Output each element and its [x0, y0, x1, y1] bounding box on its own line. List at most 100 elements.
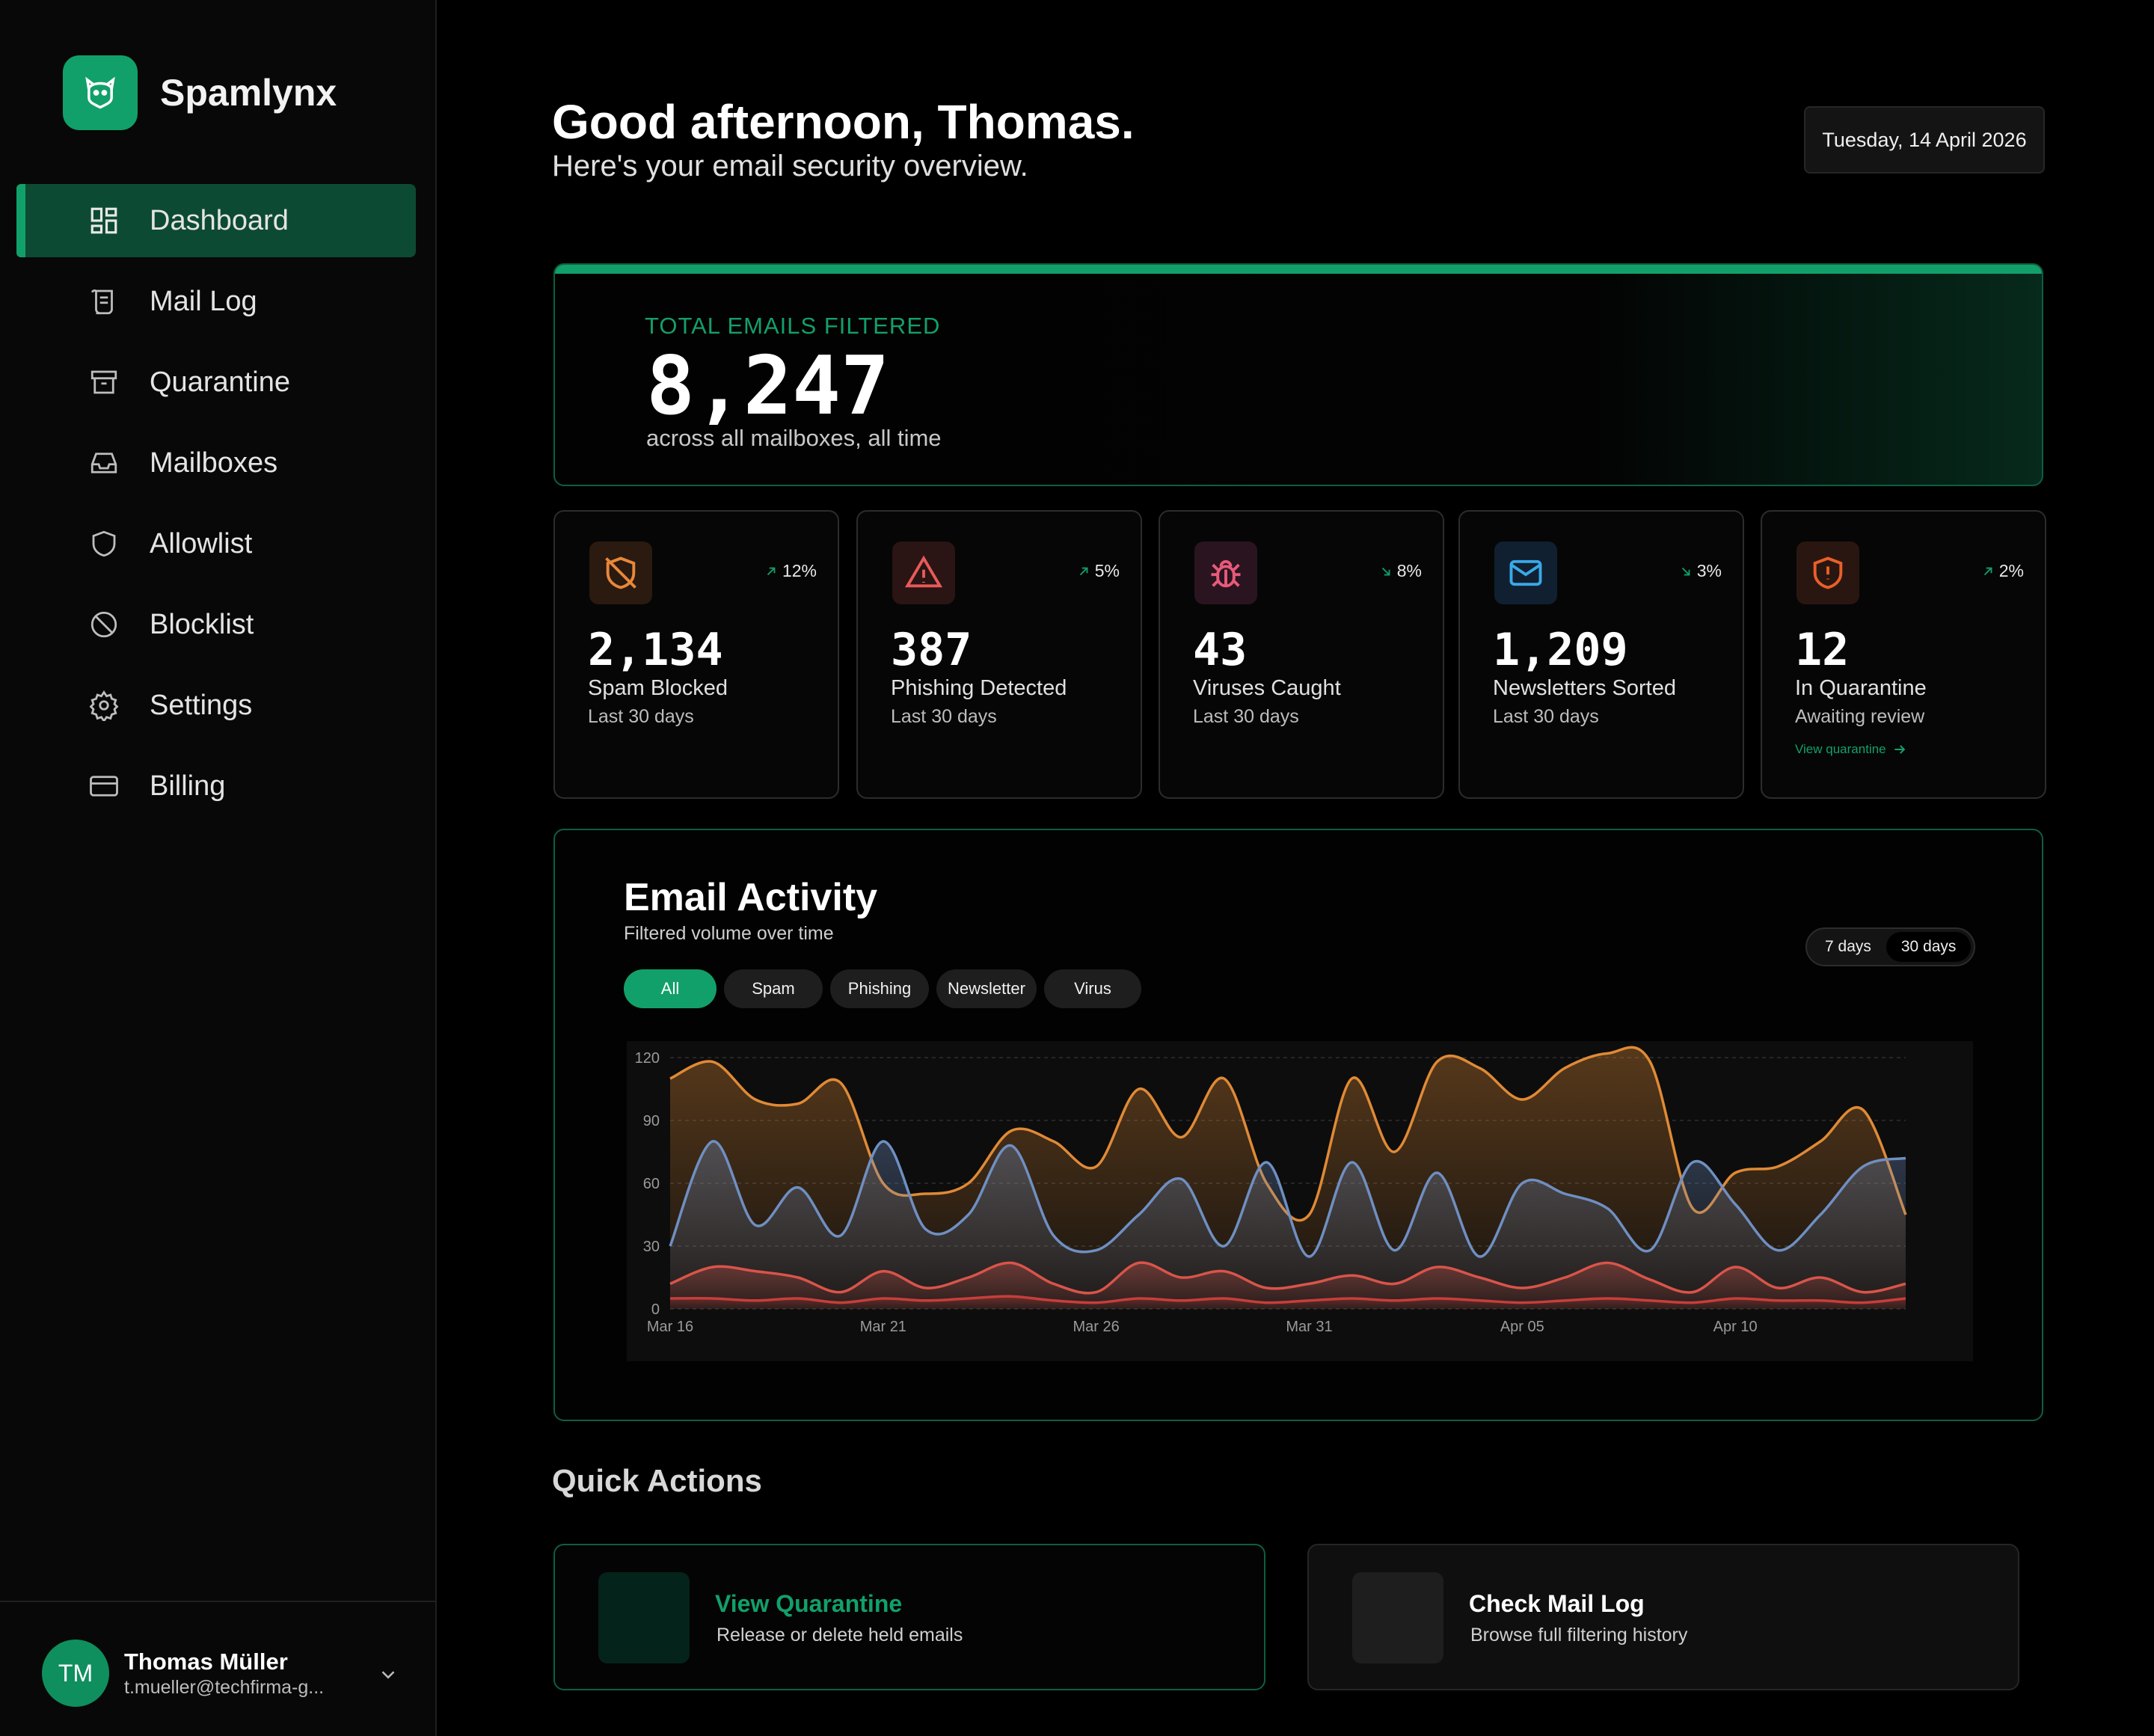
main-nav: Dashboard Mail Log Quarantine Mailboxes … [16, 184, 416, 830]
nav-label: Quarantine [150, 366, 291, 398]
category-filters: All Spam Phishing Newsletter Virus [624, 969, 1149, 1008]
chevron-down-icon[interactable] [377, 1663, 399, 1686]
arrow-right-icon [1894, 745, 1905, 754]
total-filtered-caption: across all mailboxes, all time [646, 425, 942, 451]
user-email: t.mueller@techfirma-g... [124, 1677, 325, 1698]
scroll-icon [90, 289, 113, 315]
stat-value: 1,209 [1493, 624, 1628, 676]
stat-period: Last 30 days [1193, 706, 1299, 727]
stat-value: 12 [1795, 624, 1850, 676]
dashboard-icon [90, 207, 117, 234]
nav-label: Settings [150, 689, 253, 721]
nav-label: Mailboxes [150, 447, 278, 479]
x-tick-label: Mar 26 [1073, 1319, 1120, 1335]
stat-card-viruses[interactable]: 8% 43 Viruses Caught Last 30 days [1159, 510, 1444, 799]
total-filtered-value: 8,247 [646, 340, 890, 433]
user-menu[interactable]: TM Thomas Müller t.mueller@techfirma-g..… [0, 1601, 437, 1736]
stat-label: Newsletters Sorted [1493, 676, 1676, 700]
shield-alert-icon [1796, 542, 1859, 604]
user-name: Thomas Müller [124, 1648, 288, 1675]
nav-item-billing[interactable]: Billing [16, 749, 416, 823]
y-tick-label: 120 [635, 1050, 660, 1067]
quick-action-view-quarantine[interactable]: View Quarantine Release or delete held e… [553, 1544, 1265, 1690]
ban-icon [90, 611, 117, 638]
stat-change: 2% [1998, 561, 2024, 580]
alert-triangle-icon [892, 542, 955, 604]
series-line [669, 1261, 1906, 1295]
stat-change: 8% [1396, 561, 1422, 580]
trend-down: 3% [1679, 561, 1722, 581]
nav-item-dashboard[interactable]: Dashboard [16, 184, 416, 257]
stat-period: Awaiting review [1795, 706, 1925, 727]
mail-log-action-icon [1352, 1572, 1443, 1663]
stat-value: 43 [1193, 624, 1248, 676]
archive-icon [90, 370, 117, 394]
filter-phishing[interactable]: Phishing [830, 969, 929, 1008]
x-tick-label: Mar 31 [1286, 1319, 1332, 1335]
quick-action-desc: Browse full filtering history [1470, 1625, 1688, 1645]
stat-card-newsletters[interactable]: 3% 1,209 Newsletters Sorted Last 30 days [1458, 510, 1744, 799]
nav-item-mailboxes[interactable]: Mailboxes [16, 426, 416, 500]
activity-subtitle: Filtered volume over time [624, 923, 834, 944]
view-quarantine-link-label: View quarantine [1795, 742, 1886, 756]
filter-newsletter[interactable]: Newsletter [936, 969, 1037, 1008]
stat-change: 3% [1696, 561, 1722, 580]
filter-virus[interactable]: Virus [1044, 969, 1141, 1008]
activity-chart: 0 30 60 90 120 Mar 16 Mar 21 Mar 26 Mar 31 Apr 05… [627, 1041, 1973, 1361]
quick-action-name: View Quarantine [715, 1590, 903, 1617]
stat-period: Last 30 days [891, 706, 997, 727]
view-quarantine-link[interactable]: View quarantine [1795, 742, 1907, 757]
y-tick-label: 0 [651, 1301, 660, 1318]
filter-all[interactable]: All [624, 969, 717, 1008]
x-tick-label: Apr 05 [1500, 1319, 1544, 1335]
shield-icon [92, 530, 116, 557]
series-line [669, 1295, 1906, 1304]
stat-value: 2,134 [588, 624, 723, 676]
nav-item-allowlist[interactable]: Allowlist [16, 507, 416, 580]
y-tick-label: 60 [643, 1176, 660, 1192]
y-tick-label: 90 [643, 1113, 660, 1129]
brand[interactable]: Spamlynx [63, 55, 337, 130]
date-badge: Tuesday, 14 April 2026 [1804, 106, 2045, 174]
total-filtered-card: TOTAL EMAILS FILTERED 8,247 across all m… [553, 263, 2043, 486]
range-30-days[interactable]: 30 days [1885, 932, 1972, 962]
stat-period: Last 30 days [1493, 706, 1599, 727]
stat-card-phishing[interactable]: 5% 387 Phishing Detected Last 30 days [856, 510, 1142, 799]
stat-label: Viruses Caught [1193, 676, 1341, 700]
stat-period: Last 30 days [588, 706, 694, 727]
app-name: Spamlynx [160, 72, 337, 114]
total-filtered-label: TOTAL EMAILS FILTERED [645, 313, 941, 339]
quick-action-check-mail-log[interactable]: Check Mail Log Browse full filtering his… [1307, 1544, 2019, 1690]
shield-off-icon [589, 542, 652, 604]
x-tick-label: Mar 21 [860, 1319, 906, 1335]
quick-actions-title: Quick Actions [552, 1463, 762, 1498]
quick-action-name: Check Mail Log [1469, 1590, 1645, 1617]
filter-spam[interactable]: Spam [724, 969, 823, 1008]
nav-item-mail-log[interactable]: Mail Log [16, 265, 416, 338]
nav-item-blocklist[interactable]: Blocklist [16, 588, 416, 661]
stat-card-spam[interactable]: 12% 2,134 Spam Blocked Last 30 days [553, 510, 839, 799]
bug-icon [1194, 542, 1257, 604]
x-tick-label: Mar 16 [647, 1319, 693, 1335]
trend-up: 5% [1077, 561, 1120, 581]
gear-icon [89, 690, 119, 721]
nav-label: Billing [150, 770, 226, 802]
nav-label: Dashboard [150, 204, 289, 236]
activity-title: Email Activity [624, 876, 878, 919]
trend-down: 8% [1379, 561, 1422, 581]
trend-up: 2% [1981, 561, 2024, 581]
activity-chart-svg: 0 30 60 90 120 Mar 16 Mar 21 Mar 26 Mar 31 Apr 05… [635, 1046, 1907, 1335]
stat-value: 387 [891, 624, 972, 676]
avatar: TM [42, 1640, 109, 1707]
y-tick-label: 30 [643, 1239, 660, 1255]
nav-label: Blocklist [150, 608, 254, 640]
quick-action-desc: Release or delete held emails [717, 1625, 963, 1645]
range-7-days[interactable]: 7 days [1825, 938, 1871, 955]
sidebar: Spamlynx Dashboard Mail Log Quarantine M… [0, 0, 437, 1736]
nav-item-settings[interactable]: Settings [16, 669, 416, 742]
quarantine-action-icon [598, 1572, 690, 1663]
nav-label: Mail Log [150, 285, 257, 317]
nav-item-quarantine[interactable]: Quarantine [16, 346, 416, 419]
stat-card-quarantine[interactable]: 2% 12 In Quarantine Awaiting review View… [1761, 510, 2046, 799]
stat-label: Phishing Detected [891, 676, 1067, 700]
